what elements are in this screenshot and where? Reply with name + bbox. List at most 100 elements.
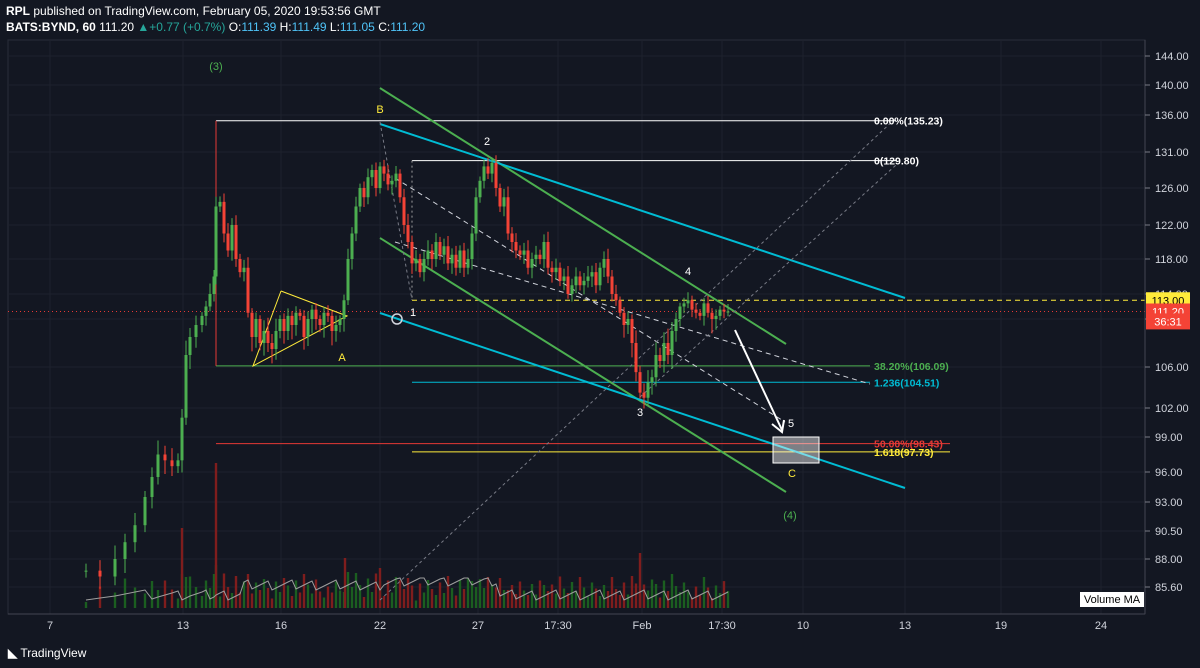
- volume-bar: [318, 591, 322, 608]
- volume-bar: [176, 598, 180, 608]
- candle-body: [226, 233, 230, 251]
- brand-name: TradingView: [20, 646, 87, 660]
- candle-body: [113, 559, 117, 577]
- candle-body: [670, 331, 674, 355]
- candle-body: [486, 166, 490, 174]
- candle-body: [262, 331, 266, 343]
- candle-body: [194, 325, 198, 337]
- candle-body: [446, 246, 450, 264]
- volume-bar: [710, 598, 714, 608]
- volume-bar: [184, 577, 188, 608]
- price-tick-label: 96.00: [1155, 467, 1183, 479]
- volume-bar: [530, 584, 534, 608]
- volume-bar: [526, 595, 530, 608]
- volume-bar: [482, 588, 486, 608]
- candle-body: [538, 254, 542, 259]
- projection-arrow: [734, 329, 783, 431]
- candle-body: [234, 225, 238, 259]
- volume-bar: [133, 587, 137, 608]
- candle-body: [274, 331, 278, 349]
- candle-body: [180, 417, 184, 461]
- volume-bar: [382, 596, 386, 608]
- publish-info: RPL published on TradingView.com, Februa…: [6, 4, 381, 18]
- candle-body: [266, 331, 270, 343]
- candle-body: [714, 315, 718, 319]
- volume-bar: [602, 585, 606, 608]
- volume-bar: [490, 584, 494, 608]
- candle-body: [418, 259, 422, 273]
- volume-bar: [338, 590, 342, 608]
- volume-bar: [442, 593, 446, 608]
- volume-bar: [242, 581, 246, 608]
- volume-bar: [150, 581, 154, 608]
- footer-bar: ◣ TradingView: [0, 640, 1200, 668]
- wave-label: A: [338, 352, 346, 364]
- volume-bar: [298, 592, 302, 608]
- wave-label: (3): [209, 61, 222, 73]
- candle-body: [184, 355, 188, 418]
- candle-body: [586, 276, 590, 281]
- candle-body: [566, 276, 570, 294]
- candle-body: [590, 272, 594, 277]
- candle-body: [394, 173, 398, 181]
- candle-body: [702, 303, 706, 316]
- volume-bar: [510, 585, 514, 608]
- volume-bar: [310, 593, 314, 608]
- volume-bar: [278, 592, 282, 608]
- candle-body: [526, 250, 530, 268]
- tradingview-logo[interactable]: ◣ TradingView: [8, 646, 86, 660]
- volume-bar: [506, 590, 510, 608]
- time-tick-label: 22: [374, 620, 386, 632]
- volume-bar: [274, 581, 278, 608]
- volume-bar: [350, 587, 354, 608]
- candle-body: [222, 201, 226, 234]
- volume-bar: [226, 587, 230, 608]
- price-tick-label: 90.50: [1155, 526, 1183, 538]
- candle-body: [654, 355, 658, 378]
- volume-bar: [682, 582, 686, 608]
- volume-bar: [630, 576, 634, 608]
- candle-body: [462, 250, 466, 268]
- candle-body: [562, 276, 566, 281]
- candle-body: [298, 312, 302, 316]
- time-axis[interactable]: 7 13 16 22 27 17:30 Feb 17:30 10 13 19 24: [47, 620, 1107, 632]
- candle-body: [606, 259, 610, 277]
- candle-body: [170, 460, 174, 467]
- candle-body: [698, 312, 702, 316]
- grid-lines: [8, 40, 1145, 614]
- candle-body: [258, 319, 262, 343]
- candle-body: [710, 312, 714, 319]
- wave-label: (4): [783, 510, 796, 522]
- volume-bar: [290, 596, 294, 608]
- fib-level-label: 1.618(97.73): [874, 447, 934, 459]
- candle-body: [123, 542, 127, 559]
- volume-bar: [258, 590, 262, 608]
- volume-bar: [502, 590, 506, 608]
- volume-bar: [123, 578, 127, 608]
- volume-bar: [546, 591, 550, 608]
- volume-bar: [394, 577, 398, 608]
- candle-body: [204, 306, 208, 316]
- candle-body: [254, 319, 258, 337]
- candle-body: [726, 311, 730, 313]
- candle-body: [430, 250, 434, 259]
- volume-bar: [418, 583, 422, 608]
- plot-area: [7, 39, 1146, 615]
- candle-body: [326, 312, 330, 316]
- volume-bar: [514, 594, 518, 608]
- volume-bar: [204, 580, 208, 608]
- candle-body: [442, 246, 446, 255]
- candle-body: [358, 188, 362, 207]
- volume-bar: [362, 597, 366, 608]
- price-axis[interactable]: 144.00 140.00 136.00 131.00 126.00 122.00 118.…: [1145, 51, 1189, 594]
- labels-layer: 0.00%(135.23) 0(129.80) 38.20%(106.09) 1.23…: [209, 61, 948, 522]
- volume-bar: [414, 600, 418, 608]
- price-chart[interactable]: 0.00%(135.23) 0(129.80) 38.20%(106.09) 1.23…: [0, 0, 1200, 640]
- candle-body: [84, 570, 88, 572]
- volume-bar: [486, 577, 490, 608]
- volume-bar: [430, 589, 434, 608]
- volume-bar: [586, 596, 590, 608]
- volume-bar: [390, 592, 394, 608]
- grey-dashed-diagonal: [379, 121, 413, 301]
- cyan-channel-lower: [379, 312, 906, 489]
